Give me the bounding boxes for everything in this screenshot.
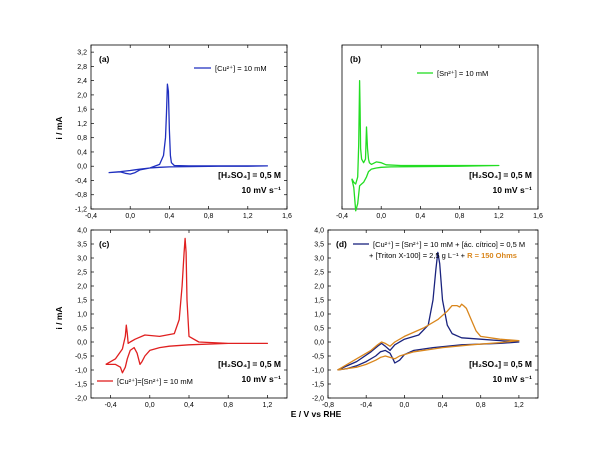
panel-d-ytick-label: 1,5 [314,298,324,305]
panel-d-ytick-label: 0,0 [314,340,324,347]
panel-d-legend-line1: [Cu²⁺] = [Sn²⁺] = 10 mM + [ác. cítrico] … [373,240,525,249]
panel-a-xtick-label: 0,0 [125,213,135,220]
panel-c-xtick-label: -0,4 [105,402,117,409]
panel-c-ytick-label: 1,5 [77,298,87,305]
panel-c-frame [90,229,288,399]
panel-c-ytick-label: -1,0 [75,368,87,375]
panel-d-xtick-label: 0,0 [399,402,409,409]
panel-c-xtick-label: 0,8 [223,402,233,409]
panel-c-ytick-label: 0,5 [77,326,87,333]
panel-d-xtick-label: -0,4 [360,402,372,409]
panel-a-ytick-label: 1,6 [77,107,87,114]
panel-a-ytick-label: 0,4 [77,149,87,156]
panel-d-label: (d) [336,239,347,249]
panel-b-xtick-label: 0,4 [416,213,426,220]
panel-d-ytick-label: -0,5 [312,354,324,361]
panel-a-xtick-label: -0,4 [85,213,97,220]
panel-d-ytick-label: 3,5 [314,242,324,249]
panel-c-xtick-label: 1,2 [263,402,273,409]
panel-b-xtick-label: 0,8 [455,213,465,220]
panel-a-ytick-label: 0,8 [77,135,87,142]
panel-d-series-line [337,303,520,371]
panel-c-ytick-label: 3,5 [77,242,87,249]
panel-d-xtick-label: 0,8 [476,402,486,409]
panel-d-ytick-label: 2,0 [314,284,324,291]
ylabel-top: i / mA [54,116,64,139]
panel-b-annotation-scanrate: 10 mV s⁻¹ [493,185,533,195]
panel-d-annotation-electrolyte: [H₂SO₄] = 0,5 M [469,359,532,369]
panel-c-xtick-label: 0,4 [184,402,194,409]
panel-a-ytick-label: -0,4 [75,178,87,185]
panel-c-ytick-label: -2,0 [75,396,87,403]
panel-d-ytick-label: -2,0 [312,396,324,403]
panel-a-ytick-label: -1,2 [75,207,87,214]
panel-c-ytick-label: 4,0 [77,228,87,235]
panel-b-annotation-electrolyte: [H₂SO₄] = 0,5 M [469,170,532,180]
panel-c-xtick-label: 0,0 [145,402,155,409]
panel-c-ytick-label: -1,5 [75,382,87,389]
panel-c-ytick-label: 0,0 [77,340,87,347]
panel-d-ytick-label: 1,0 [314,312,324,319]
panel-d-ytick-label: -1,0 [312,368,324,375]
panel-a-legend-text: [Cu²⁺] = 10 mM [215,64,267,73]
panel-d-ytick-label: 2,5 [314,270,324,277]
panel-a-ytick-label: 1,2 [77,121,87,128]
panel-b-xtick-label: -0,4 [336,213,348,220]
panel-c-label: (c) [99,239,110,249]
panel-c-legend-text: [Cu²⁺]=[Sn²⁺] = 10 mM [117,377,193,386]
panel-b-frame [341,44,539,210]
panel-c-series-line [105,237,269,374]
panel-d-ytick-label: 4,0 [314,228,324,235]
panel-a-ytick-label: 2,8 [77,64,87,71]
panel-a-xtick-label: 1,6 [282,213,292,220]
panel-a-ytick-label: 2,4 [77,78,87,85]
panel-d-ytick-label: 0,5 [314,326,324,333]
panel-c-ytick-label: 3,0 [77,256,87,263]
panel-a-ytick-label: 3,2 [77,50,87,57]
panel-c-ytick-label: 2,5 [77,270,87,277]
panel-a-frame [90,44,288,210]
panel-d-annotation-scanrate: 10 mV s⁻¹ [493,374,533,384]
panel-b-series-line [351,80,500,212]
xlabel-shared: E / V vs RHE [291,409,342,419]
panel-d-legend-highlight: R = 150 Ohms [467,251,517,260]
panel-c-ytick-label: -0,5 [75,354,87,361]
panel-b-xtick-label: 1,2 [494,213,504,220]
panel-a-ytick-label: -0,8 [75,192,87,199]
ylabel-bottom: i / mA [54,306,64,329]
panel-c-ytick-label: 2,0 [77,284,87,291]
panel-b-label: (b) [350,54,361,64]
panel-d-series-line [337,251,520,371]
panel-a-xtick-label: 0,8 [204,213,214,220]
panel-d-legend-line2: + [Triton X-100] = 2,5 g L⁻¹ + R = 150 O… [369,251,517,260]
panel-a-xtick-label: 1,2 [243,213,253,220]
panel-a-ytick-label: 2,0 [77,92,87,99]
panel-a-label: (a) [99,54,110,64]
panel-a-annotation-electrolyte: [H₂SO₄] = 0,5 M [218,170,281,180]
panel-d-xtick-label: 0,4 [438,402,448,409]
panel-d-ytick-label: -1,5 [312,382,324,389]
panel-a-series-line [108,83,269,175]
panel-b-legend-text: [Sn²⁺] = 10 mM [437,69,488,78]
panel-c-annotation-scanrate: 10 mV s⁻¹ [242,374,282,384]
panel-a-xtick-label: 0,4 [165,213,175,220]
panel-a-ytick-label: 0,0 [77,164,87,171]
panel-b-xtick-label: 0,0 [376,213,386,220]
panel-c-ytick-label: 1,0 [77,312,87,319]
panel-d-xtick-label: -0,8 [322,402,334,409]
panel-d-xtick-label: 1,2 [514,402,524,409]
panel-d-ytick-label: 3,0 [314,256,324,263]
panel-a-annotation-scanrate: 10 mV s⁻¹ [242,185,282,195]
panel-c-annotation-electrolyte: [H₂SO₄] = 0,5 M [218,359,281,369]
panel-b-xtick-label: 1,6 [533,213,543,220]
